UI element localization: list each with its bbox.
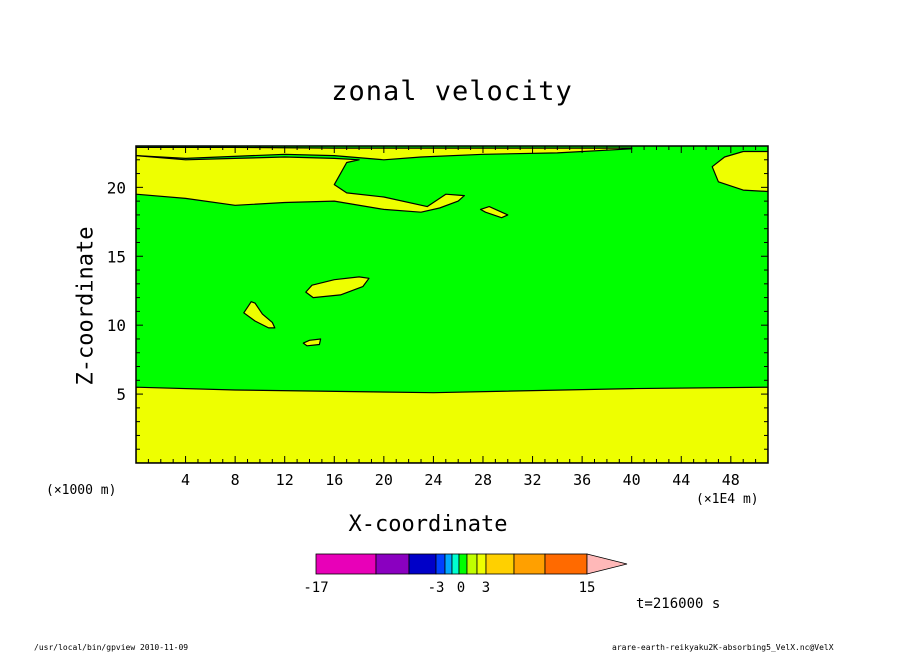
x-tick-label: 28 — [474, 471, 492, 489]
contour-region-3 — [136, 155, 465, 213]
contour-region-7 — [243, 301, 276, 329]
chart-title: zonal velocity — [331, 76, 573, 107]
colorbar-segment — [513, 553, 546, 575]
contour-region-5 — [711, 150, 768, 193]
plot-frame — [135, 145, 769, 464]
y-tick-label: 15 — [107, 247, 126, 266]
footer-left: /usr/local/bin/gpview 2010-11-09 — [34, 643, 189, 652]
colorbar-segment — [375, 553, 410, 575]
y-tick-label: 5 — [116, 385, 126, 404]
x-tick-label: 44 — [672, 471, 690, 489]
colorbar-label: -17 — [303, 580, 328, 596]
colorbar-segment — [544, 553, 588, 575]
colorbar-arrow — [586, 553, 628, 575]
contour-region-1 — [136, 386, 768, 463]
contour-region-2 — [136, 146, 633, 161]
x-tick-label: 8 — [231, 471, 240, 489]
x-tick-label: 36 — [573, 471, 591, 489]
contour-regions — [136, 146, 768, 463]
x-axis-label: X-coordinate — [348, 512, 508, 537]
x-tick-label: 48 — [722, 471, 740, 489]
colorbar-segment — [476, 553, 487, 575]
x-tick-label: 24 — [424, 471, 442, 489]
colorbar-segment — [444, 553, 453, 575]
x-tick-label: 20 — [375, 471, 393, 489]
contour-region-4 — [479, 206, 509, 219]
colorbar: -17 -3 0 3 15 — [303, 553, 628, 596]
colorbar-label: -3 — [428, 580, 445, 596]
y-tick-label: 20 — [107, 178, 126, 197]
colorbar-label: 15 — [579, 580, 596, 596]
y-axis-ticks: 5 10 15 20 — [107, 145, 768, 464]
x-tick-label: 32 — [524, 471, 542, 489]
colorbar-segment — [451, 553, 460, 575]
x-tick-label: 12 — [276, 471, 294, 489]
colorbar-segment — [458, 553, 468, 575]
colorbar-segment — [435, 553, 446, 575]
x-tick-label: 16 — [325, 471, 343, 489]
time-label: t=216000 s — [636, 596, 721, 612]
contour-region-6 — [305, 276, 370, 299]
contour-region-8 — [302, 338, 322, 347]
colorbar-segment — [466, 553, 478, 575]
footer-right: arare-earth-reikyaku2K-absorbing5_VelX.n… — [612, 643, 834, 652]
colorbar-segment — [408, 553, 437, 575]
colorbar-label: 3 — [482, 580, 490, 596]
x-tick-label: 4 — [181, 471, 190, 489]
colorbar-label: 0 — [457, 580, 465, 596]
colorbar-segment — [485, 553, 515, 575]
y-tick-label: 10 — [107, 316, 126, 335]
x-axis-ticks: 4 8 12 16 20 24 28 32 36 40 44 48 — [135, 146, 769, 489]
x-tick-label: 40 — [623, 471, 641, 489]
x-axis-unit-right: (×1E4 m) — [696, 492, 759, 507]
x-axis-unit-left: (×1000 m) — [46, 483, 117, 498]
colorbar-segment — [315, 553, 377, 575]
